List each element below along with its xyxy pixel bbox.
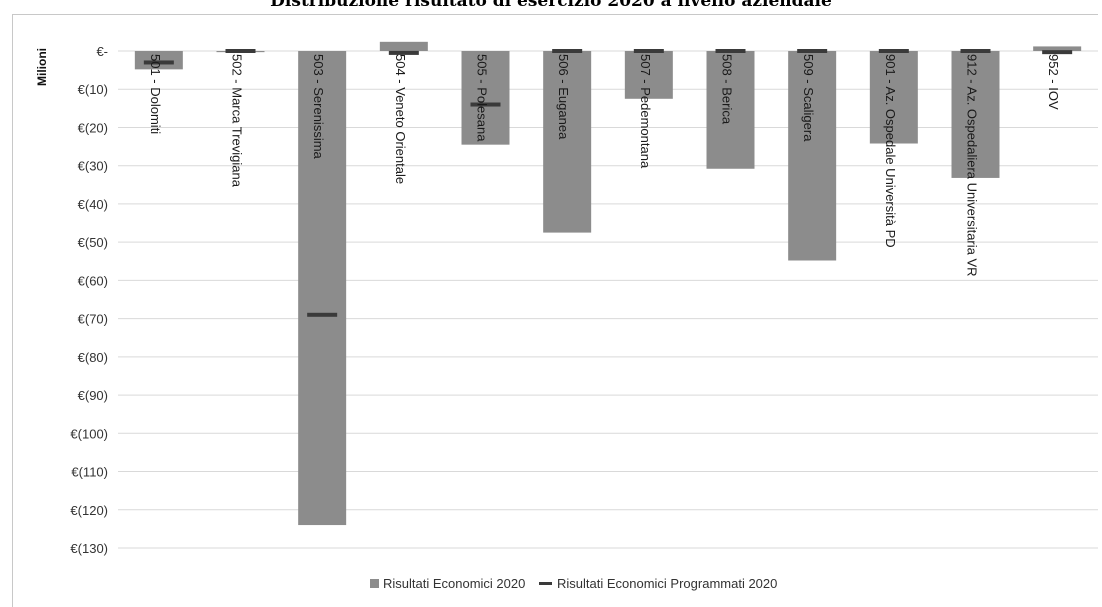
bar — [543, 51, 592, 233]
bar — [788, 51, 837, 261]
category-label: 901 - Az. Ospedale Università PD — [883, 54, 898, 248]
bar — [461, 51, 510, 145]
legend-label-planned: Risultati Economici Programmati 2020 — [557, 576, 777, 591]
chart-frame — [12, 14, 1098, 607]
y-tick-label: €(30) — [78, 159, 108, 174]
planned-marker — [878, 49, 909, 53]
planned-marker — [470, 102, 501, 107]
legend-swatch-planned — [539, 582, 552, 585]
y-axis-label: Milioni — [35, 48, 49, 86]
category-label: 501 - Dolomiti — [148, 54, 163, 134]
y-tick-label: €(90) — [78, 388, 108, 403]
y-tick-label: €- — [96, 44, 108, 59]
category-label: 505 - Polesana — [475, 54, 490, 142]
category-label: 506 - Euganea — [556, 54, 571, 140]
legend-label-actual: Risultati Economici 2020 — [383, 576, 525, 591]
category-label: 503 - Serenissima — [311, 54, 326, 160]
bars — [134, 41, 1082, 526]
y-tick-label: €(110) — [71, 465, 108, 480]
category-labels: 501 - Dolomiti 502 - Marca Trevigiana 503 … — [148, 54, 1061, 277]
category-label: 508 - Berica — [720, 54, 735, 125]
planned-marker — [715, 49, 746, 53]
y-axis-ticks: €- €(10) €(20) €(30) €(40) €(50) €(60) €(70) €(8… — [70, 44, 108, 556]
category-label: 504 - Veneto Orientale — [393, 54, 408, 184]
y-tick-label: €(20) — [78, 120, 108, 135]
y-tick-label: €(70) — [78, 312, 108, 327]
y-tick-label: €(10) — [78, 82, 108, 97]
y-tick-label: €(100) — [70, 426, 108, 441]
bar — [869, 51, 918, 144]
bar — [951, 51, 1000, 178]
y-tick-label: €(40) — [78, 197, 108, 212]
bar — [379, 41, 428, 51]
y-tick-label: €(120) — [70, 503, 108, 518]
gridlines — [118, 50, 1098, 549]
bar — [706, 51, 755, 169]
y-tick-label: €(130) — [70, 541, 108, 556]
category-label: 952 - IOV — [1046, 54, 1061, 110]
y-tick-label: €(80) — [78, 350, 108, 365]
planned-markers — [143, 49, 1073, 317]
category-label: 509 - Scaligera — [801, 54, 816, 142]
legend-swatch-actual — [370, 579, 379, 588]
y-tick-label: €(60) — [78, 273, 108, 288]
bar — [624, 51, 673, 99]
bar — [298, 51, 347, 526]
planned-marker — [307, 312, 338, 317]
bar — [1033, 46, 1082, 51]
planned-marker — [552, 49, 583, 53]
planned-marker — [633, 49, 664, 53]
planned-marker — [388, 50, 419, 55]
planned-marker — [225, 49, 256, 53]
planned-marker — [143, 60, 174, 65]
planned-marker — [797, 49, 828, 53]
planned-marker — [960, 49, 991, 53]
chart-title: Distribuzione risultato di esercizio 202… — [270, 0, 832, 11]
category-label: 507 - Pedemontana — [638, 54, 653, 169]
planned-marker — [1042, 50, 1073, 55]
legend: Risultati Economici 2020 Risultati Econo… — [370, 576, 777, 591]
bar — [134, 51, 183, 70]
category-label: 502 - Marca Trevigiana — [230, 54, 245, 188]
category-label: 912 - Az. Ospedaliera Universitaria VR — [965, 54, 980, 277]
y-tick-label: €(50) — [78, 235, 108, 250]
